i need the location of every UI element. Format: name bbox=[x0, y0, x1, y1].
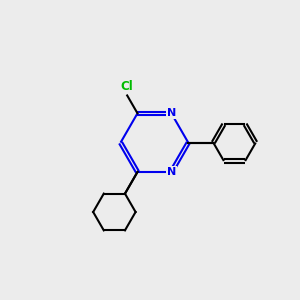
Text: Cl: Cl bbox=[121, 80, 134, 92]
Text: N: N bbox=[167, 167, 176, 177]
Text: N: N bbox=[167, 108, 176, 118]
